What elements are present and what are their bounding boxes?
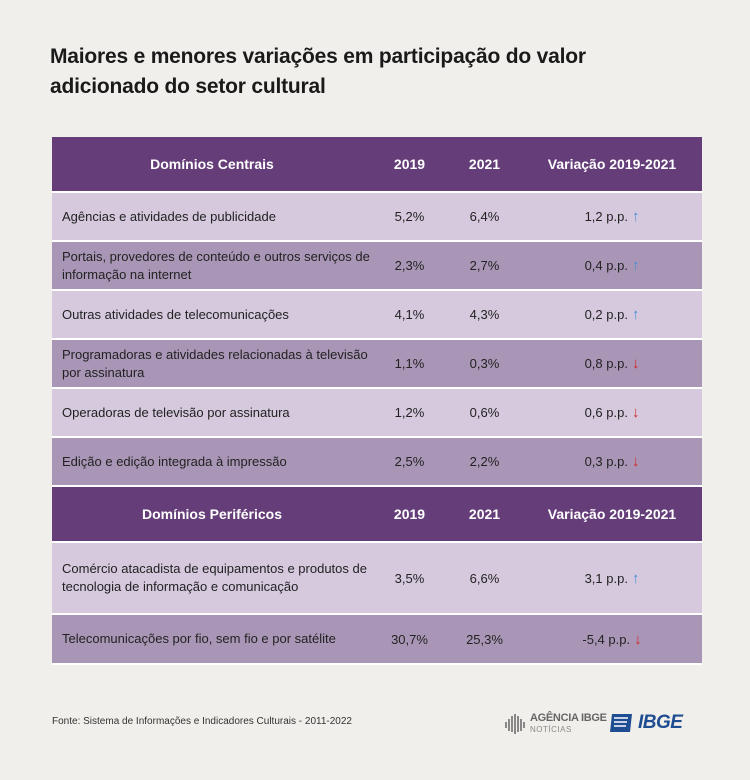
value-2021: 0,6% [469,405,500,420]
variation-cell: -5,4 p.p. ↓ [522,631,702,648]
row-label: Telecomunicações por fio, sem fio e por … [62,631,336,646]
arrow-up-icon: ↑ [631,306,640,323]
table-header-row: Domínios Periféricos 2019 2021 Variação 201… [52,487,702,543]
data-table: Domínios Centrais 2019 2021 Variação 2019-2… [52,137,702,665]
variation-cell: 0,4 p.p. ↑ [522,257,702,274]
variation-cell: 1,2 p.p. ↑ [522,208,702,225]
row-label: Outras atividades de telecomunicações [62,306,289,322]
row-label: Operadoras de televisão por assinatura [62,404,290,420]
table-header-row: Domínios Centrais 2019 2021 Variação 2019-2… [52,137,702,193]
ibge-logo-icon [610,714,632,732]
row-label: Comércio atacadista de equipamentos e pr… [62,561,367,594]
arrow-up-icon: ↑ [631,257,640,274]
value-2019: 5,2% [394,209,425,224]
table-row: Comércio atacadista de equipamentos e pr… [52,543,702,615]
header-domain-label: Domínios Centrais [150,156,274,172]
table-row: Agências e atividades de publicidade 5,2%… [52,193,702,242]
header-variation: Variação 2019-2021 [547,506,677,522]
ibge-logo: IBGE [608,712,683,734]
header-year-2019: 2019 [393,156,426,172]
arrow-up-icon: ↑ [631,569,640,587]
header-variation: Variação 2019-2021 [547,156,677,172]
value-2019: 1,2% [394,405,425,420]
arrow-down-icon: ↓ [631,404,640,421]
variation-value: 3,1 p.p. [584,570,628,586]
value-2021: 25,3% [466,631,503,647]
row-label: Portais, provedores de conteúdo e outros… [62,248,370,282]
variation-cell: 0,3 p.p. ↓ [522,453,702,470]
agencia-ibge-logo: AGÊNCIA IBGE NOTÍCIAS [504,713,607,735]
value-2019: 2,5% [394,454,425,469]
table-row: Outras atividades de telecomunicações 4,1… [52,291,702,340]
row-label: Agências e atividades de publicidade [62,208,276,224]
value-2021: 2,2% [469,454,500,469]
arrow-down-icon: ↓ [631,355,640,372]
variation-cell: 0,8 p.p. ↓ [522,355,702,372]
value-2021: 6,4% [469,209,500,224]
agencia-logo-main: AGÊNCIA IBGE [530,712,607,724]
variation-value: 0,6 p.p. [584,405,628,420]
ibge-logo-text: IBGE [638,712,683,733]
table-row: Telecomunicações por fio, sem fio e por … [52,615,702,665]
table-row: Portais, provedores de conteúdo e outros… [52,242,702,291]
value-2021: 2,7% [469,258,500,273]
variation-value: 0,3 p.p. [584,454,628,469]
variation-value: 1,2 p.p. [584,209,628,224]
variation-cell: 0,6 p.p. ↓ [522,404,702,421]
value-2019: 2,3% [394,258,425,273]
source-note: Fonte: Sistema de Informações e Indicado… [52,716,352,727]
variation-cell: 0,2 p.p. ↑ [522,306,702,323]
value-2021: 4,3% [469,307,500,322]
variation-cell: 3,1 p.p. ↑ [522,570,702,587]
header-domain-label: Domínios Periféricos [141,506,283,522]
variation-value: 0,2 p.p. [584,307,628,322]
value-2019: 3,5% [394,570,425,586]
value-2019: 30,7% [391,631,428,647]
variation-value: -5,4 p.p. [582,631,631,647]
value-2021: 6,6% [469,570,500,586]
header-year-2019: 2019 [393,506,426,522]
variation-value: 0,8 p.p. [584,356,628,371]
value-2019: 1,1% [394,356,425,371]
arrow-down-icon: ↓ [634,630,642,648]
chart-title: Maiores e menores variações em participa… [50,45,586,98]
row-label: Programadoras e atividades relacionadas … [62,346,368,380]
arrow-up-icon: ↑ [631,208,640,225]
row-label: Edição e edição integrada à impressão [62,453,287,469]
value-2019: 4,1% [394,307,425,322]
table-row: Edição e edição integrada à impressão 2,5… [52,438,702,487]
table-row: Operadoras de televisão por assinatura 1,… [52,389,702,438]
variation-value: 0,4 p.p. [584,258,628,273]
table-row: Programadoras e atividades relacionadas … [52,340,702,389]
value-2021: 0,3% [469,356,500,371]
agencia-logo-icon [505,714,525,734]
arrow-down-icon: ↓ [631,453,640,470]
agencia-logo-sub: NOTÍCIAS [530,725,572,734]
header-year-2021: 2021 [468,156,501,172]
header-year-2021: 2021 [468,506,501,522]
